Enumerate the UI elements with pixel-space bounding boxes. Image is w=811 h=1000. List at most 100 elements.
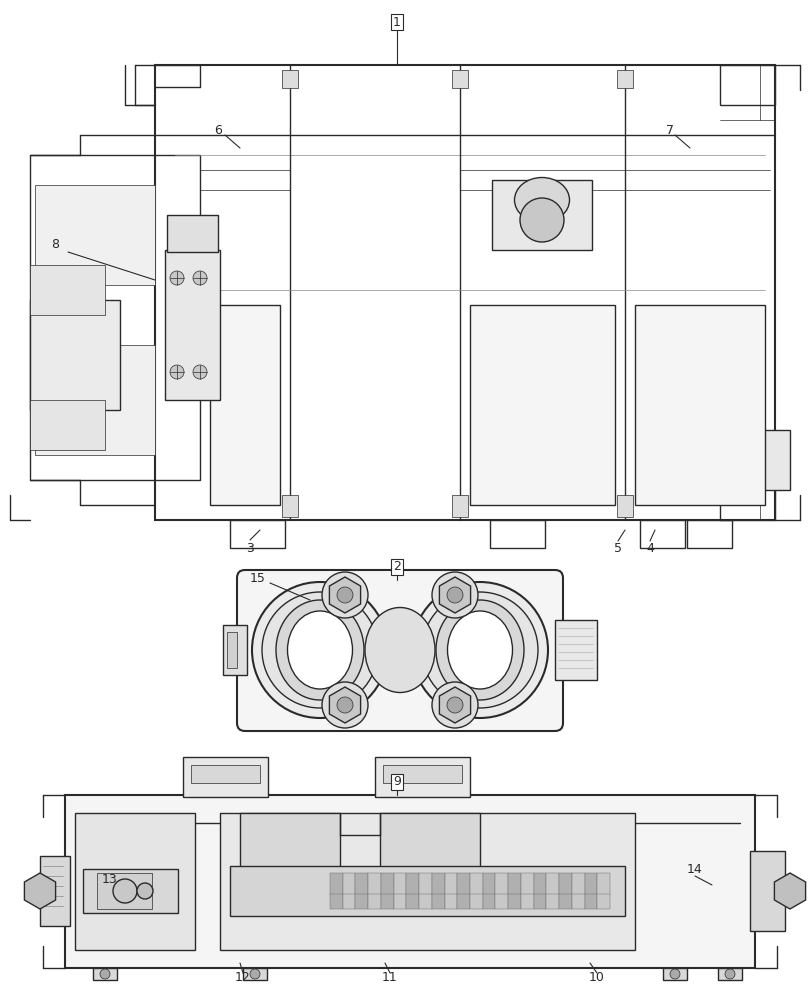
Bar [30, 300, 120, 410]
Bar [597, 873, 609, 895]
Bar [35, 185, 155, 285]
Text: 12: 12 [235, 971, 251, 984]
Circle shape [724, 969, 734, 979]
Bar [482, 894, 495, 909]
Bar [65, 795, 754, 968]
Bar [281, 70, 298, 88]
Bar [584, 873, 597, 895]
Bar [223, 625, 247, 675]
Text: 5: 5 [613, 542, 621, 554]
Bar [329, 873, 342, 895]
Bar [367, 873, 380, 895]
Bar [383, 765, 461, 783]
Polygon shape [439, 687, 470, 723]
Bar [533, 873, 546, 895]
Circle shape [322, 682, 367, 728]
Circle shape [251, 582, 388, 718]
Polygon shape [329, 687, 360, 723]
Bar [227, 632, 237, 668]
Bar [431, 873, 444, 895]
Bar [457, 894, 470, 909]
Bar [491, 180, 591, 250]
Text: 1: 1 [393, 16, 401, 29]
Bar [230, 520, 285, 548]
Text: 7: 7 [665, 124, 673, 137]
Bar [717, 968, 741, 980]
Bar [495, 873, 508, 895]
Bar [457, 873, 470, 895]
Bar [355, 894, 367, 909]
Text: 13: 13 [102, 874, 118, 886]
Circle shape [250, 969, 260, 979]
Bar [355, 873, 367, 895]
Bar [380, 873, 393, 895]
Text: 4: 4 [646, 542, 653, 554]
Bar [380, 813, 479, 873]
Bar [191, 765, 260, 783]
Bar [406, 873, 418, 895]
Bar [155, 65, 774, 520]
Text: 15: 15 [250, 572, 266, 584]
Bar [719, 470, 774, 520]
Bar [546, 873, 559, 895]
Circle shape [113, 879, 137, 903]
Circle shape [431, 682, 478, 728]
Bar [559, 873, 571, 895]
Circle shape [422, 592, 538, 708]
Bar [508, 894, 521, 909]
Bar [97, 873, 152, 909]
Bar [83, 869, 178, 913]
Bar [616, 70, 633, 88]
Bar [281, 495, 298, 517]
Bar [329, 894, 342, 909]
Text: 9: 9 [393, 775, 401, 788]
Bar [182, 757, 268, 797]
Bar [393, 873, 406, 895]
Bar [470, 873, 482, 895]
Polygon shape [24, 873, 55, 909]
Ellipse shape [365, 607, 435, 692]
Ellipse shape [447, 611, 512, 689]
Bar [452, 495, 467, 517]
Polygon shape [774, 873, 805, 909]
Bar [508, 873, 521, 895]
Bar [418, 873, 431, 895]
Ellipse shape [436, 600, 523, 700]
Ellipse shape [276, 600, 363, 700]
Text: 8: 8 [51, 238, 59, 251]
Bar [30, 400, 105, 450]
Bar [375, 757, 470, 797]
Bar [452, 70, 467, 88]
Circle shape [169, 365, 184, 379]
Circle shape [337, 587, 353, 603]
FancyBboxPatch shape [237, 570, 562, 731]
Circle shape [137, 883, 152, 899]
Polygon shape [329, 577, 360, 613]
Bar [489, 520, 544, 548]
Bar [554, 620, 596, 680]
Bar [418, 894, 431, 909]
Ellipse shape [287, 611, 352, 689]
Ellipse shape [514, 178, 569, 223]
Bar [431, 894, 444, 909]
Bar [30, 265, 105, 315]
Bar [30, 155, 200, 480]
Bar [210, 305, 280, 505]
Bar [470, 305, 614, 505]
Circle shape [669, 969, 679, 979]
Circle shape [431, 572, 478, 618]
Bar [663, 968, 686, 980]
Circle shape [446, 697, 462, 713]
Bar [571, 873, 584, 895]
Bar [584, 894, 597, 909]
Text: 2: 2 [393, 560, 401, 574]
Bar [342, 894, 355, 909]
Bar [393, 894, 406, 909]
Circle shape [411, 582, 547, 718]
Bar [759, 430, 789, 490]
Text: 6: 6 [214, 124, 221, 137]
Bar [230, 866, 624, 916]
Circle shape [100, 969, 109, 979]
Bar [521, 873, 533, 895]
Circle shape [169, 271, 184, 285]
